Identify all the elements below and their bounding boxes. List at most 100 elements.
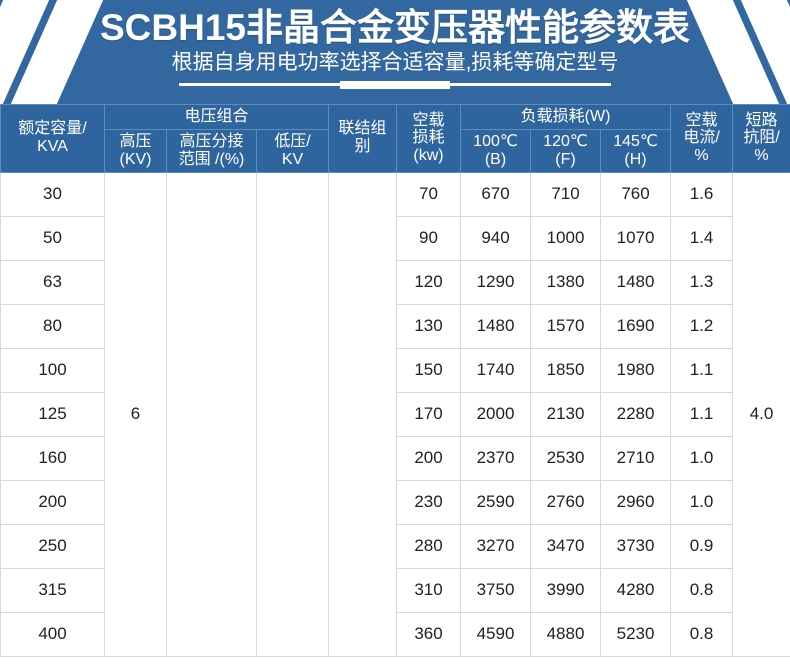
table-row: 200 230 2590 2760 2960 1.0 xyxy=(0,479,790,525)
cell-load-loss-100c: 1740 xyxy=(460,347,532,393)
short-circuit-line3: % xyxy=(754,147,769,165)
cell-rated-capacity: 50 xyxy=(0,215,105,261)
cell-merged-tap-range xyxy=(166,172,257,657)
temp-100-line2: (B) xyxy=(484,150,507,168)
cell-no-load-current: 1.6 xyxy=(670,172,734,217)
cell-load-loss-120c: 2760 xyxy=(530,479,602,525)
banner-divider xyxy=(179,80,611,89)
cell-load-loss-120c: 3470 xyxy=(530,523,602,569)
cell-rated-capacity: 30 xyxy=(0,172,105,217)
header-row-sub: 高压 (KV) 高压分接 范围 /(%) 低压/ KV 100℃ (B) 120… xyxy=(1,128,790,173)
cell-rated-capacity: 125 xyxy=(0,391,105,437)
cell-load-loss-145c: 3730 xyxy=(600,523,672,569)
cell-load-loss-120c: 4880 xyxy=(530,611,602,657)
cell-load-loss-100c: 2590 xyxy=(460,479,532,525)
cell-load-loss-100c: 1480 xyxy=(460,303,532,349)
cell-no-load-current: 1.0 xyxy=(670,435,734,481)
cell-no-load-current: 1.1 xyxy=(670,391,734,437)
no-load-current-line2: 电流/ xyxy=(683,129,720,147)
table-row: 125 170 2000 2130 2280 1.1 xyxy=(0,391,790,437)
cell-no-load-current: 0.8 xyxy=(670,567,734,613)
cell-load-loss-145c: 760 xyxy=(600,172,672,217)
high-voltage-line1: 高压 xyxy=(119,132,152,150)
cell-load-loss-100c: 4590 xyxy=(460,611,532,657)
cell-no-load-loss: 280 xyxy=(396,523,462,569)
page-subtitle: 根据自身用电功率选择合适容量,损耗等确定型号 xyxy=(171,50,619,74)
cell-load-loss-120c: 2130 xyxy=(530,391,602,437)
temp-145-line2: (H) xyxy=(624,150,647,168)
cell-no-load-loss: 70 xyxy=(396,172,462,217)
cell-load-loss-100c: 2370 xyxy=(460,435,532,481)
cell-rated-capacity: 100 xyxy=(0,347,105,393)
cell-rated-capacity: 200 xyxy=(0,479,105,525)
col-header-voltage-combination: 电压组合 xyxy=(103,104,330,130)
col-header-low-voltage: 低压/ KV xyxy=(255,128,330,173)
table-body: 30 6 70 670 710 760 1.6 4.0 50 90 940 1000 1070 1.4 63… xyxy=(0,172,790,657)
cell-load-loss-100c: 3270 xyxy=(460,523,532,569)
cell-load-loss-120c: 710 xyxy=(530,172,602,217)
cell-no-load-current: 1.1 xyxy=(670,347,734,393)
temp-145-line1: 145℃ xyxy=(613,132,658,150)
transformer-spec-table: 额定容量/ KVA 电压组合 联结组 别 空载 损耗 (kw) 负载损耗(W) … xyxy=(0,104,790,657)
cell-load-loss-145c: 5230 xyxy=(600,611,672,657)
cell-load-loss-120c: 3990 xyxy=(530,567,602,613)
low-voltage-line2: KV xyxy=(281,150,304,168)
no-load-loss-line2: 损耗 xyxy=(412,129,445,147)
cell-load-loss-100c: 1290 xyxy=(460,259,532,305)
cell-merged-short-circuit-impedance: 4.0 xyxy=(732,172,790,657)
rated-capacity-line1: 额定容量/ xyxy=(18,120,87,138)
low-voltage-line1: 低压/ xyxy=(274,132,311,150)
col-header-high-voltage: 高压 (KV) xyxy=(104,128,167,173)
cell-load-loss-145c: 1980 xyxy=(600,347,672,393)
short-circuit-line1: 短路 xyxy=(745,111,778,129)
col-header-load-loss: 负载损耗(W) xyxy=(460,104,672,130)
cell-no-load-loss: 360 xyxy=(396,611,462,657)
cell-load-loss-145c: 2710 xyxy=(600,435,672,481)
cell-load-loss-120c: 1850 xyxy=(530,347,602,393)
rated-capacity-line2: KVA xyxy=(37,138,68,156)
cell-rated-capacity: 80 xyxy=(0,303,105,349)
header-row-top: 额定容量/ KVA 电压组合 联结组 别 空载 损耗 (kw) 负载损耗(W) … xyxy=(0,104,790,173)
cell-no-load-loss: 150 xyxy=(396,347,462,393)
connection-group-line2: 别 xyxy=(354,138,371,156)
cell-load-loss-120c: 1380 xyxy=(530,259,602,305)
tap-range-line1: 高压分接 xyxy=(179,132,244,150)
no-load-current-line1: 空载 xyxy=(685,111,718,129)
short-circuit-line2: 抗阻/ xyxy=(743,129,780,147)
cell-no-load-current: 0.8 xyxy=(670,611,734,657)
cell-no-load-loss: 120 xyxy=(396,259,462,305)
table-row: 160 200 2370 2530 2710 1.0 xyxy=(0,435,790,481)
connection-group-line1: 联结组 xyxy=(338,120,387,138)
col-header-temp-120: 120℃ (F) xyxy=(530,128,602,173)
col-header-no-load-current: 空载 电流/ % xyxy=(670,104,734,173)
temp-100-line1: 100℃ xyxy=(473,132,518,150)
cell-load-loss-100c: 2000 xyxy=(460,391,532,437)
cell-no-load-loss: 170 xyxy=(396,391,462,437)
cell-load-loss-120c: 1000 xyxy=(530,215,602,261)
cell-rated-capacity: 160 xyxy=(0,435,105,481)
table-row: 100 150 1740 1850 1980 1.1 xyxy=(0,347,790,393)
cell-load-loss-100c: 940 xyxy=(460,215,532,261)
no-load-loss-line1: 空载 xyxy=(412,111,445,129)
cell-no-load-loss: 130 xyxy=(396,303,462,349)
table-row: 250 280 3270 3470 3730 0.9 xyxy=(0,523,790,569)
cell-no-load-current: 0.9 xyxy=(670,523,734,569)
divider-knob xyxy=(340,80,450,89)
cell-merged-low-voltage xyxy=(255,172,330,657)
high-voltage-line2: (KV) xyxy=(119,150,152,168)
cell-no-load-current: 1.4 xyxy=(670,215,734,261)
col-header-temp-145: 145℃ (H) xyxy=(600,128,672,173)
temp-120-line1: 120℃ xyxy=(543,132,588,150)
col-header-tap-range: 高压分接 范围 /(%) xyxy=(166,128,257,173)
cell-rated-capacity: 315 xyxy=(0,567,105,613)
cell-load-loss-100c: 3750 xyxy=(460,567,532,613)
no-load-current-line3: % xyxy=(694,147,709,165)
cell-load-loss-145c: 1480 xyxy=(600,259,672,305)
col-header-no-load-loss: 空载 损耗 (kw) xyxy=(396,104,462,173)
cell-rated-capacity: 250 xyxy=(0,523,105,569)
cell-no-load-loss: 200 xyxy=(396,435,462,481)
cell-no-load-current: 1.3 xyxy=(670,259,734,305)
cell-load-loss-120c: 1570 xyxy=(530,303,602,349)
col-header-short-circuit-impedance: 短路 抗阻/ % xyxy=(732,104,790,173)
cell-load-loss-145c: 2960 xyxy=(600,479,672,525)
